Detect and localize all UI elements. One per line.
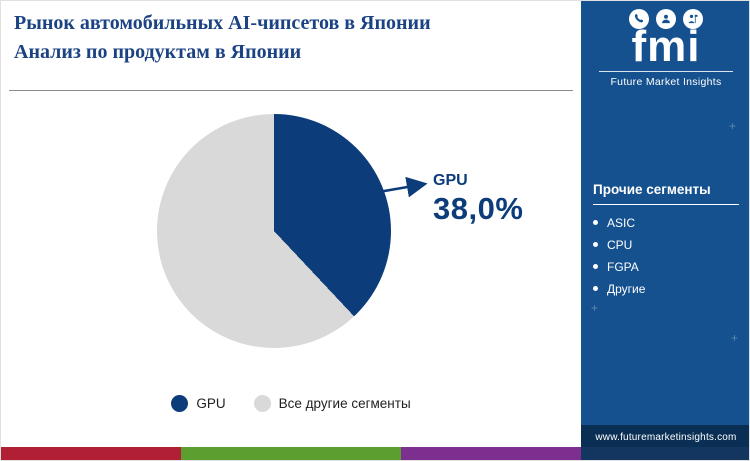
fmi-logo-icons [581, 9, 749, 29]
legend-item-gpu: GPU [171, 395, 226, 412]
bullet-icon [593, 286, 598, 292]
decor-plus-icon: + [731, 331, 739, 345]
list-item: ASIC [593, 216, 739, 230]
fmi-logo: fmi Future Market Insights [581, 1, 749, 88]
other-segments-title: Прочие сегменты [593, 182, 739, 205]
list-item: FGPA [593, 260, 739, 274]
list-item-label: Другие [607, 281, 646, 296]
decor-plus-icon: + [729, 119, 737, 133]
legend-label-gpu: GPU [196, 396, 226, 411]
strip-segment [401, 447, 581, 460]
decor-plus-icon: + [591, 301, 599, 315]
list-item: CPU [593, 238, 739, 252]
bullet-icon [593, 242, 598, 248]
strip-segment [181, 447, 401, 460]
title-divider [9, 90, 573, 91]
strip-segment [1, 447, 181, 460]
other-segments-list: ASIC CPU FGPA Другие [593, 216, 739, 296]
callout-value: 38,0% [433, 191, 524, 226]
legend-item-others: Все другие сегменты [253, 395, 411, 412]
pie-chart [157, 114, 391, 348]
page-title-line1: Рынок автомобильных AI-чипсетов в Японии [14, 12, 431, 34]
page-title: Рынок автомобильных AI-чипсетов в Японии… [14, 9, 566, 67]
list-item-label: FGPA [607, 259, 639, 274]
fmi-logo-text: fmi [631, 22, 701, 71]
website-link[interactable]: www.futuremarketinsights.com [581, 425, 749, 449]
page-title-line2: Анализ по продуктам в Японии [14, 41, 302, 63]
bullet-icon [593, 264, 598, 270]
other-segments-section: Прочие сегменты ASIC CPU FGPA Другие [593, 182, 739, 296]
chart-panel: Рынок автомобильных AI-чипсетов в Японии… [1, 1, 581, 460]
footer-strip [1, 447, 749, 460]
callout-arrow [348, 176, 428, 199]
person-icon [656, 9, 676, 29]
callout-label: GPU [433, 172, 468, 189]
sidebar: fmi Future Market Insights + + + Прочие … [581, 1, 749, 460]
callout: GPU 38,0% [433, 172, 523, 227]
presenter-icon [683, 9, 703, 29]
phone-icon [629, 9, 649, 29]
list-item-label: ASIC [607, 215, 636, 230]
strip-segment [581, 447, 749, 460]
fmi-logo-subtitle: Future Market Insights [599, 70, 733, 88]
legend: GPU Все другие сегменты [1, 395, 581, 412]
legend-label-others: Все другие сегменты [278, 396, 411, 411]
list-item-label: CPU [607, 237, 633, 252]
bullet-icon [593, 220, 598, 226]
legend-swatch-gpu [171, 395, 189, 412]
legend-swatch-others [253, 395, 271, 412]
list-item: Другие [593, 282, 739, 296]
